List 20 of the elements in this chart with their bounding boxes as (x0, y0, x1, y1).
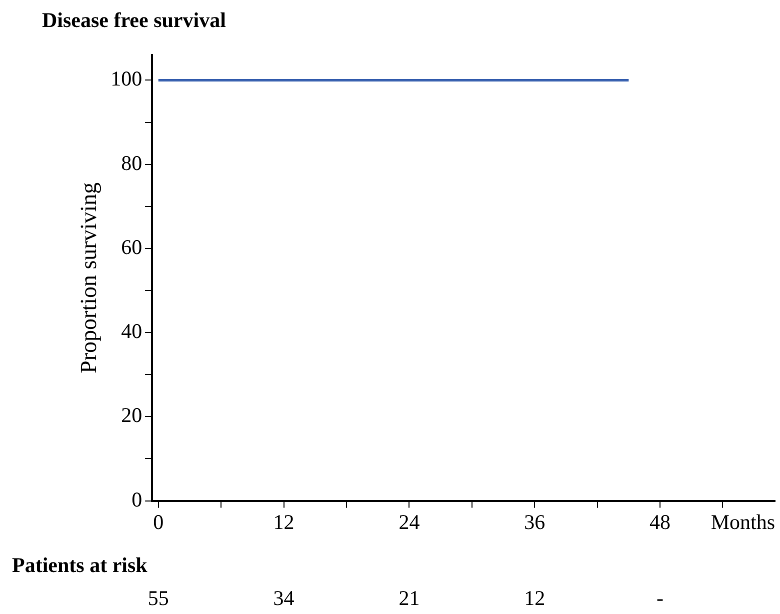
y-tick-label: 20 (121, 403, 142, 428)
text: 34 (273, 586, 295, 610)
x-tick-label: 48 (650, 510, 671, 534)
y-tick-label: 40 (121, 319, 142, 344)
x-tick-label: 12 (273, 510, 294, 534)
text: 12 (524, 586, 546, 610)
x-tick-label: 24 (398, 510, 420, 534)
y-axis-title: Proportion surviving (76, 182, 101, 374)
y-tick-label: 0 (132, 487, 142, 512)
x-axis-title: Months (710, 510, 775, 534)
x-tick-label: 0 (153, 510, 164, 534)
y-tick-label: 80 (121, 150, 142, 175)
text: 21 (398, 586, 420, 610)
x-tick-label: 36 (524, 510, 546, 534)
text: - (656, 586, 664, 610)
text: Patients at risk (12, 553, 148, 577)
y-tick-label: 100 (110, 66, 142, 91)
text: 55 (148, 586, 169, 610)
chart-title: Disease free survival (42, 8, 226, 32)
y-tick-label: 60 (121, 234, 142, 259)
